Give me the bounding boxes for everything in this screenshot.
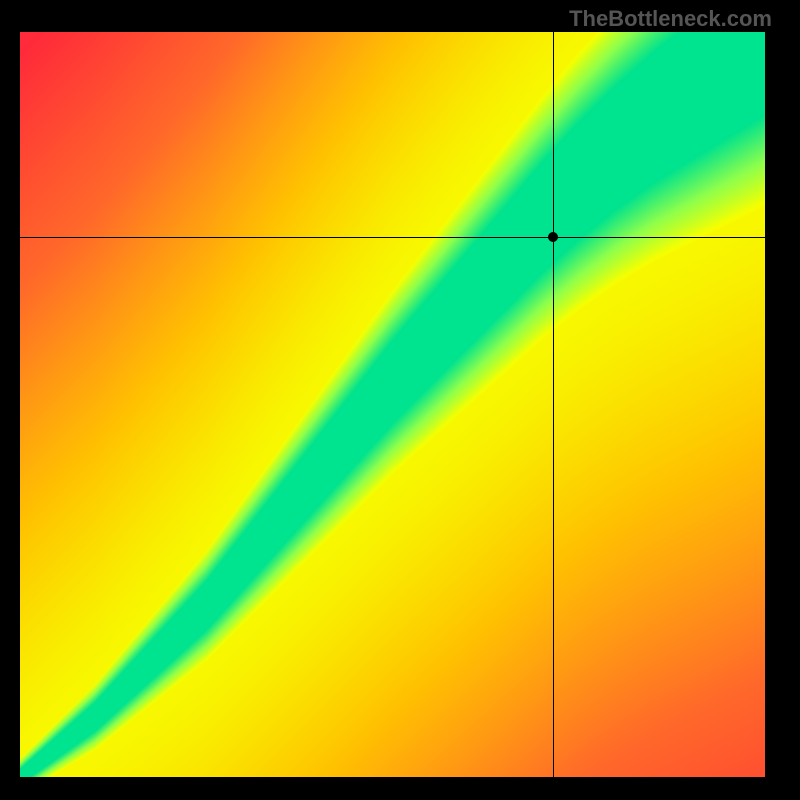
watermark-text: TheBottleneck.com	[569, 6, 772, 32]
heatmap-plot	[20, 32, 765, 777]
crosshair-vertical	[553, 32, 554, 777]
heatmap-canvas	[20, 32, 765, 777]
chart-container: TheBottleneck.com	[0, 0, 800, 800]
crosshair-horizontal	[20, 237, 765, 238]
selected-point	[548, 232, 558, 242]
